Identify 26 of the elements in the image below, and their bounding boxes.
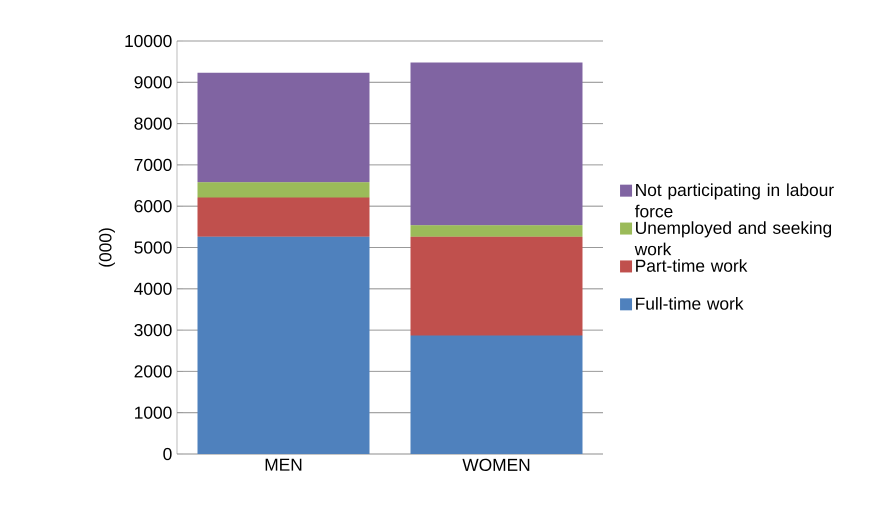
bar (410, 225, 582, 237)
y-tick-label: 5000 (134, 241, 172, 254)
y-tick-label: 2000 (134, 365, 172, 378)
y-tick-label: 1000 (135, 406, 172, 419)
legend-label: Part-time work (636, 259, 748, 272)
bar (410, 236, 582, 336)
y-tick-label: 9000 (134, 76, 172, 88)
bar (198, 182, 370, 198)
legend-label: Unemployed and seeking work (634, 221, 832, 256)
x-tick-label: WOMEN (462, 458, 530, 471)
y-tick-label: 10000 (125, 34, 172, 48)
y-tick-label: 3000 (134, 324, 172, 336)
bar (410, 335, 582, 454)
bar (198, 236, 370, 454)
bar (410, 62, 582, 226)
legend-label: Full-time work (636, 297, 744, 310)
y-tick-label: 0 (163, 448, 172, 460)
x-tick-label: MEN (266, 458, 302, 471)
y-tick-label: 6000 (134, 200, 172, 212)
legend-label: Not participating in labour force (634, 183, 834, 218)
bar (198, 72, 370, 182)
y-tick-label: 7000 (134, 158, 172, 172)
y-axis-title: (000) (98, 228, 115, 267)
y-tick-label: 4000 (134, 282, 172, 295)
y-tick-label: 8000 (134, 117, 172, 130)
bar (198, 198, 370, 237)
